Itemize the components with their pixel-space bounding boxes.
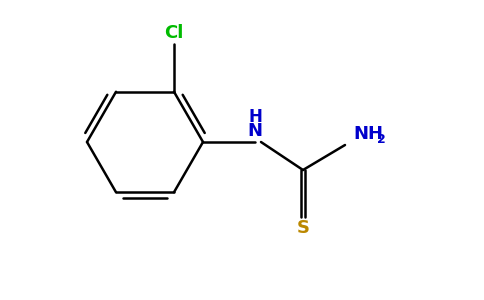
- Text: NH: NH: [353, 125, 383, 143]
- Text: S: S: [297, 219, 309, 237]
- Text: Cl: Cl: [164, 24, 184, 42]
- Text: H: H: [248, 108, 262, 126]
- Text: 2: 2: [377, 133, 386, 146]
- Text: N: N: [247, 122, 262, 140]
